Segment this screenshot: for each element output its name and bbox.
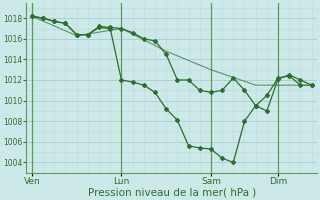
X-axis label: Pression niveau de la mer( hPa ): Pression niveau de la mer( hPa ) xyxy=(88,187,256,197)
